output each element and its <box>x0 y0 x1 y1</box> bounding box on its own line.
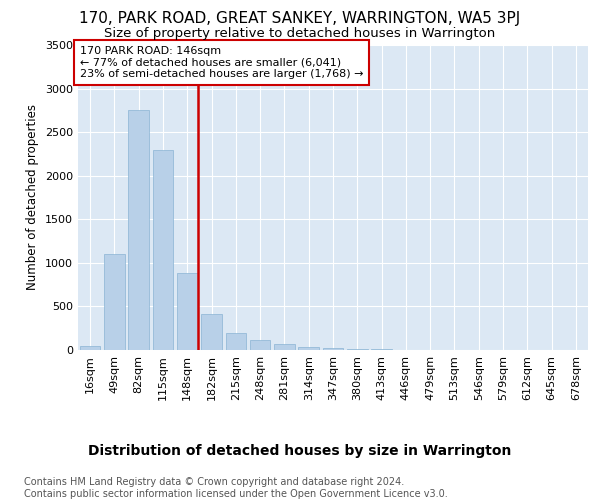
Text: 170, PARK ROAD, GREAT SANKEY, WARRINGTON, WA5 3PJ: 170, PARK ROAD, GREAT SANKEY, WARRINGTON… <box>79 11 521 26</box>
Bar <box>298 346 319 350</box>
Text: Distribution of detached houses by size in Warrington: Distribution of detached houses by size … <box>88 444 512 458</box>
Bar <box>104 254 125 350</box>
Bar <box>274 344 295 350</box>
Bar <box>128 110 149 350</box>
Bar <box>152 150 173 350</box>
Bar <box>80 346 100 350</box>
Text: Contains HM Land Registry data © Crown copyright and database right 2024.
Contai: Contains HM Land Registry data © Crown c… <box>24 478 448 499</box>
Text: 170 PARK ROAD: 146sqm
← 77% of detached houses are smaller (6,041)
23% of semi-d: 170 PARK ROAD: 146sqm ← 77% of detached … <box>80 46 364 79</box>
Bar <box>323 348 343 350</box>
Bar <box>371 349 392 350</box>
Bar <box>250 340 271 350</box>
Bar <box>347 348 368 350</box>
Text: Size of property relative to detached houses in Warrington: Size of property relative to detached ho… <box>104 28 496 40</box>
Y-axis label: Number of detached properties: Number of detached properties <box>26 104 40 290</box>
Bar <box>177 274 197 350</box>
Bar <box>226 332 246 350</box>
Bar <box>201 314 222 350</box>
